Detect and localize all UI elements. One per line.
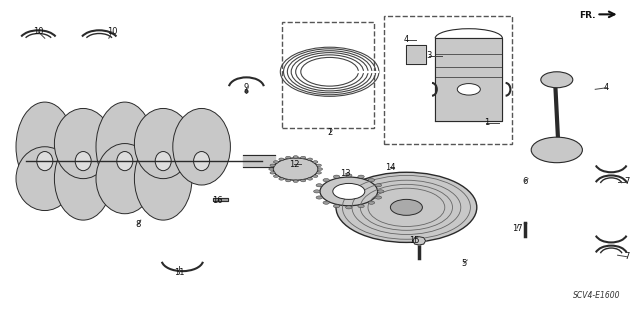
Text: 17: 17 (512, 224, 522, 233)
Circle shape (358, 204, 364, 208)
Circle shape (333, 204, 340, 208)
Text: 16: 16 (212, 197, 223, 205)
Text: 1: 1 (484, 118, 489, 127)
Polygon shape (413, 237, 426, 245)
Text: 9: 9 (244, 83, 249, 92)
Circle shape (313, 175, 318, 177)
Text: 6: 6 (522, 177, 527, 186)
Circle shape (368, 179, 374, 182)
Circle shape (293, 180, 298, 182)
Circle shape (368, 201, 374, 204)
Circle shape (279, 178, 284, 180)
Circle shape (358, 175, 364, 178)
Circle shape (273, 161, 278, 163)
Circle shape (333, 175, 340, 178)
Circle shape (273, 158, 318, 180)
Circle shape (314, 190, 320, 193)
Text: 2: 2 (327, 128, 332, 137)
Circle shape (307, 158, 312, 160)
Circle shape (285, 156, 291, 159)
Ellipse shape (134, 137, 192, 220)
Ellipse shape (54, 108, 112, 179)
Circle shape (375, 184, 381, 187)
Circle shape (323, 179, 330, 182)
Circle shape (320, 177, 378, 206)
Text: 5: 5 (461, 259, 467, 268)
Circle shape (323, 201, 330, 204)
Circle shape (293, 156, 298, 158)
Ellipse shape (134, 108, 192, 179)
Circle shape (269, 168, 274, 170)
Ellipse shape (173, 108, 230, 185)
FancyBboxPatch shape (282, 22, 374, 128)
Text: 7: 7 (625, 252, 630, 261)
Circle shape (316, 172, 321, 174)
Text: 10: 10 (33, 27, 44, 36)
Circle shape (273, 175, 278, 177)
Circle shape (307, 178, 312, 180)
Circle shape (301, 179, 306, 182)
Circle shape (316, 164, 321, 167)
Text: 12: 12 (289, 160, 300, 169)
Ellipse shape (193, 152, 210, 171)
Text: 4: 4 (604, 83, 609, 92)
Circle shape (346, 206, 352, 209)
Circle shape (333, 183, 365, 199)
Polygon shape (435, 38, 502, 121)
Ellipse shape (96, 144, 154, 214)
Circle shape (390, 199, 422, 215)
Ellipse shape (96, 102, 154, 191)
Text: 11: 11 (174, 268, 184, 277)
Circle shape (270, 172, 275, 174)
FancyBboxPatch shape (384, 16, 512, 144)
Circle shape (313, 161, 318, 163)
Circle shape (316, 184, 323, 187)
Text: 7: 7 (625, 177, 630, 186)
Text: 8: 8 (135, 220, 140, 229)
Circle shape (458, 84, 480, 95)
Circle shape (270, 164, 275, 167)
Circle shape (541, 72, 573, 88)
Polygon shape (406, 45, 426, 64)
Ellipse shape (16, 147, 74, 211)
Circle shape (375, 196, 381, 199)
Circle shape (285, 179, 291, 182)
Circle shape (317, 168, 323, 170)
Circle shape (301, 156, 306, 159)
Text: FR.: FR. (579, 11, 596, 20)
Ellipse shape (54, 137, 112, 220)
Text: 10: 10 (107, 27, 117, 36)
Text: 14: 14 (385, 163, 396, 172)
Ellipse shape (117, 152, 133, 171)
Circle shape (336, 172, 477, 242)
Ellipse shape (155, 152, 172, 171)
Circle shape (531, 137, 582, 163)
Circle shape (279, 158, 284, 160)
Text: SCV4-E1600: SCV4-E1600 (573, 291, 621, 300)
Text: 15: 15 (410, 236, 420, 245)
Ellipse shape (37, 152, 53, 171)
Circle shape (316, 196, 323, 199)
Text: 4: 4 (404, 35, 409, 44)
Circle shape (346, 174, 352, 177)
Polygon shape (213, 198, 228, 201)
Text: 3: 3 (426, 51, 431, 60)
Ellipse shape (16, 102, 74, 191)
Circle shape (378, 190, 384, 193)
Ellipse shape (76, 152, 92, 171)
Text: 13: 13 (340, 169, 351, 178)
